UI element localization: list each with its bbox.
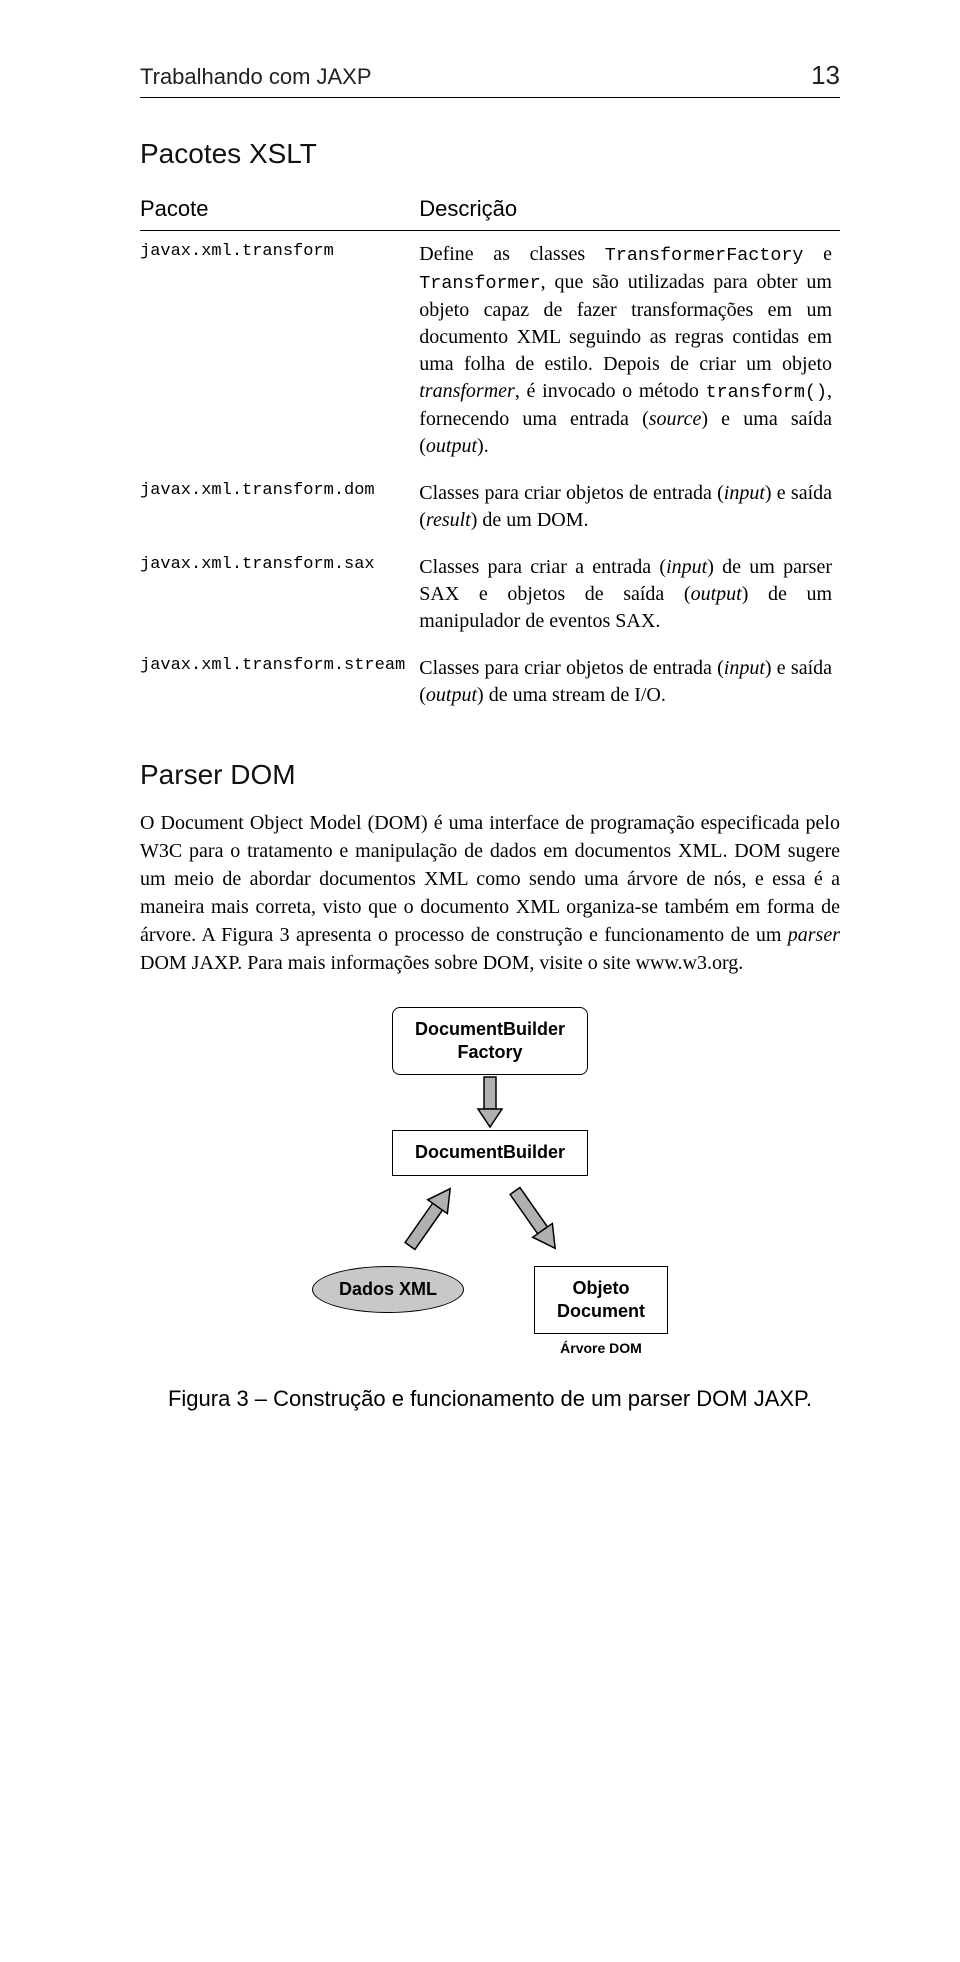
pkg-desc: Classes para criar objetos de entrada (i…	[419, 645, 840, 719]
table-row: javax.xml.transform.sax Classes para cri…	[140, 544, 840, 645]
figure-3: DocumentBuilder Factory DocumentBuilder …	[140, 1007, 840, 1415]
node-documentbuilder: DocumentBuilder	[392, 1130, 588, 1175]
pkg-desc: Classes para criar a entrada (input) de …	[419, 544, 840, 645]
pkg-name: javax.xml.transform.dom	[140, 470, 419, 544]
table-row: javax.xml.transform Define as classes Tr…	[140, 231, 840, 470]
header-title: Trabalhando com JAXP	[140, 64, 372, 90]
section-heading-parser-dom: Parser DOM	[140, 759, 840, 791]
node-documentbuilder-factory: DocumentBuilder Factory	[392, 1007, 588, 1076]
pkg-desc: Classes para criar objetos de entrada (i…	[419, 470, 840, 544]
table-row: javax.xml.transform.stream Classes para …	[140, 645, 840, 719]
col-header-description: Descrição	[419, 188, 840, 231]
figure-caption: Figura 3 – Construção e funcionamento de…	[168, 1384, 812, 1414]
pkg-name: javax.xml.transform	[140, 231, 419, 470]
node-objeto-document: Objeto Document	[534, 1266, 668, 1335]
page-header: Trabalhando com JAXP 13	[140, 60, 840, 98]
node-dados-xml: Dados XML	[312, 1266, 464, 1313]
col-header-package: Pacote	[140, 188, 419, 231]
pkg-name: javax.xml.transform.sax	[140, 544, 419, 645]
label-arvore-dom: Árvore DOM	[534, 1340, 668, 1356]
section-heading-xslt: Pacotes XSLT	[140, 138, 840, 170]
parser-dom-paragraph: O Document Object Model (DOM) é uma inte…	[140, 809, 840, 977]
page-number: 13	[811, 60, 840, 91]
diagonal-arrows-icon	[310, 1176, 670, 1266]
arrow-down-icon	[470, 1075, 510, 1130]
pkg-desc: Define as classes TransformerFactory e T…	[419, 231, 840, 470]
table-row: javax.xml.transform.dom Classes para cri…	[140, 470, 840, 544]
xslt-packages-table: Pacote Descrição javax.xml.transform Def…	[140, 188, 840, 719]
pkg-name: javax.xml.transform.stream	[140, 645, 419, 719]
